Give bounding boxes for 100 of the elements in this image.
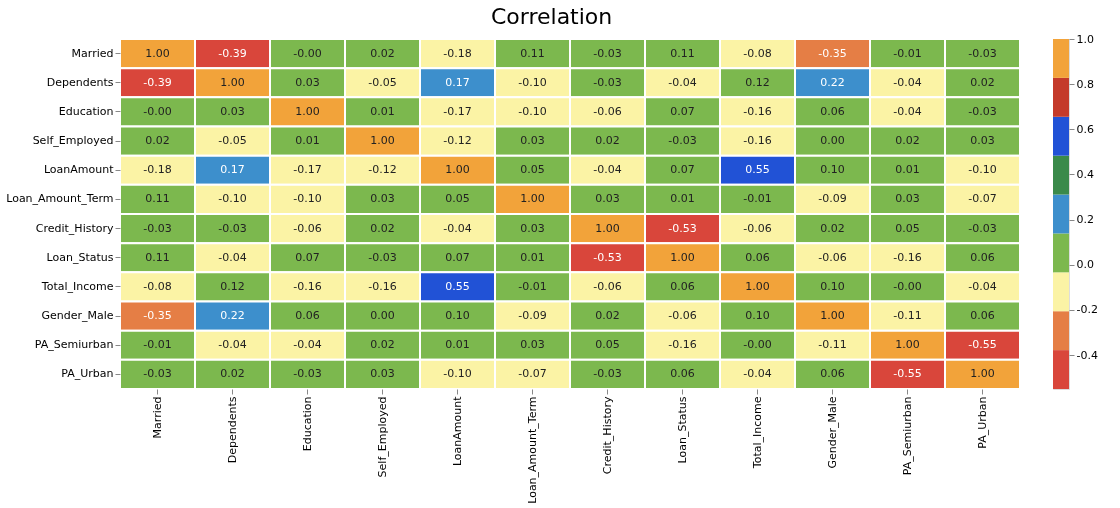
- data-label: -0.01: [743, 192, 772, 206]
- data-label: 0.02: [220, 367, 245, 381]
- color-bar-label: -0.4: [1076, 348, 1098, 362]
- data-label: 1.00: [370, 134, 395, 148]
- data-label: -0.04: [218, 250, 247, 264]
- data-label: 0.06: [670, 279, 695, 293]
- data-label: 0.06: [670, 367, 695, 381]
- data-label: -0.03: [593, 46, 622, 60]
- color-bar-label: 0.4: [1076, 167, 1094, 181]
- data-label: 1.00: [220, 75, 245, 89]
- data-label: -0.08: [743, 46, 772, 60]
- data-label: -0.18: [443, 46, 472, 60]
- data-label: 0.01: [670, 192, 695, 206]
- x-tick-label: Gender_Male: [825, 396, 839, 469]
- data-label: -0.10: [218, 192, 247, 206]
- data-label: -0.16: [668, 338, 697, 352]
- data-label: 0.06: [820, 104, 845, 118]
- data-label: 0.01: [295, 134, 320, 148]
- data-label: 0.22: [820, 75, 845, 89]
- data-label: -0.39: [218, 46, 247, 60]
- data-label: -0.11: [893, 309, 922, 323]
- y-tick-label: Total_Income: [40, 279, 114, 293]
- data-label: 0.10: [820, 279, 845, 293]
- data-label: -0.39: [143, 75, 172, 89]
- data-label: -0.03: [968, 104, 997, 118]
- data-label: 0.06: [970, 309, 995, 323]
- data-label: 0.10: [820, 163, 845, 177]
- data-label: 0.01: [370, 104, 395, 118]
- data-label: -0.01: [893, 46, 922, 60]
- data-label: 0.02: [970, 75, 995, 89]
- data-label: 0.12: [745, 75, 770, 89]
- data-label: 0.11: [670, 46, 695, 60]
- y-tick-label: LoanAmount: [43, 163, 115, 177]
- data-label: -0.03: [143, 221, 172, 235]
- data-label: -0.16: [743, 134, 772, 148]
- data-label: 1.00: [595, 221, 620, 235]
- data-label: -0.04: [893, 75, 922, 89]
- data-label: 0.03: [520, 221, 545, 235]
- data-label: 0.02: [145, 134, 170, 148]
- x-tick-label: Education: [300, 396, 314, 452]
- data-label: 0.07: [445, 250, 470, 264]
- data-label: 0.07: [670, 163, 695, 177]
- data-label: -0.04: [968, 279, 997, 293]
- data-label: -0.04: [443, 221, 472, 235]
- data-label: -0.00: [893, 279, 922, 293]
- data-label: -0.55: [893, 367, 922, 381]
- data-label: -0.10: [443, 367, 472, 381]
- data-label: 0.03: [220, 104, 245, 118]
- data-label: -0.10: [968, 163, 997, 177]
- data-label: -0.03: [668, 134, 697, 148]
- y-tick-label: Gender_Male: [41, 309, 114, 323]
- data-label: 0.06: [820, 367, 845, 381]
- data-label: 0.01: [895, 163, 920, 177]
- data-label: -0.07: [518, 367, 547, 381]
- data-label: -0.03: [968, 221, 997, 235]
- y-tick-label: Married: [71, 46, 114, 60]
- color-bar-label: 0.0: [1076, 258, 1094, 272]
- data-label: 0.02: [370, 46, 395, 60]
- data-label: -0.35: [143, 309, 172, 323]
- data-label: 0.10: [745, 309, 770, 323]
- data-label: 0.05: [595, 338, 620, 352]
- data-label: 0.06: [970, 250, 995, 264]
- data-label: 0.11: [145, 192, 170, 206]
- x-tick-label: Total_Income: [750, 396, 764, 470]
- data-label: -0.12: [368, 163, 397, 177]
- y-tick-label: Loan_Status: [46, 250, 114, 264]
- data-label: 0.55: [745, 163, 770, 177]
- data-label: -0.53: [593, 250, 622, 264]
- data-label: 1.00: [295, 104, 320, 118]
- data-label: -0.16: [743, 104, 772, 118]
- y-tick-label: Dependents: [46, 75, 114, 89]
- data-label: 0.00: [370, 309, 395, 323]
- x-tick-label: Married: [150, 396, 164, 439]
- y-tick-label: Self_Employed: [32, 134, 114, 148]
- data-label: 1.00: [745, 279, 770, 293]
- data-label: -0.16: [893, 250, 922, 264]
- data-label: -0.06: [593, 279, 622, 293]
- x-tick-label: Credit_History: [600, 396, 614, 475]
- data-label: 0.17: [445, 75, 470, 89]
- chart-title: Correlation: [490, 3, 613, 29]
- data-label: 1.00: [970, 367, 995, 381]
- data-label: -0.10: [293, 192, 322, 206]
- data-label: -0.01: [518, 279, 547, 293]
- x-tick-label: PA_Semiurban: [900, 396, 914, 476]
- x-tick-label: Loan_Status: [675, 396, 689, 464]
- data-label: -0.06: [293, 221, 322, 235]
- data-label: 0.11: [145, 250, 170, 264]
- data-label: -0.03: [968, 46, 997, 60]
- data-label: 0.06: [295, 309, 320, 323]
- data-label: 1.00: [445, 163, 470, 177]
- data-label: 0.03: [970, 134, 995, 148]
- data-label: 0.03: [370, 367, 395, 381]
- data-label: 0.07: [295, 250, 320, 264]
- color-bar-label: 0.8: [1076, 77, 1094, 91]
- data-label: 0.17: [220, 163, 245, 177]
- data-label: -0.06: [668, 309, 697, 323]
- data-label: 0.02: [595, 134, 620, 148]
- data-label: -0.11: [818, 338, 847, 352]
- data-label: -0.05: [218, 134, 247, 148]
- color-bar-label: 0.2: [1076, 213, 1094, 227]
